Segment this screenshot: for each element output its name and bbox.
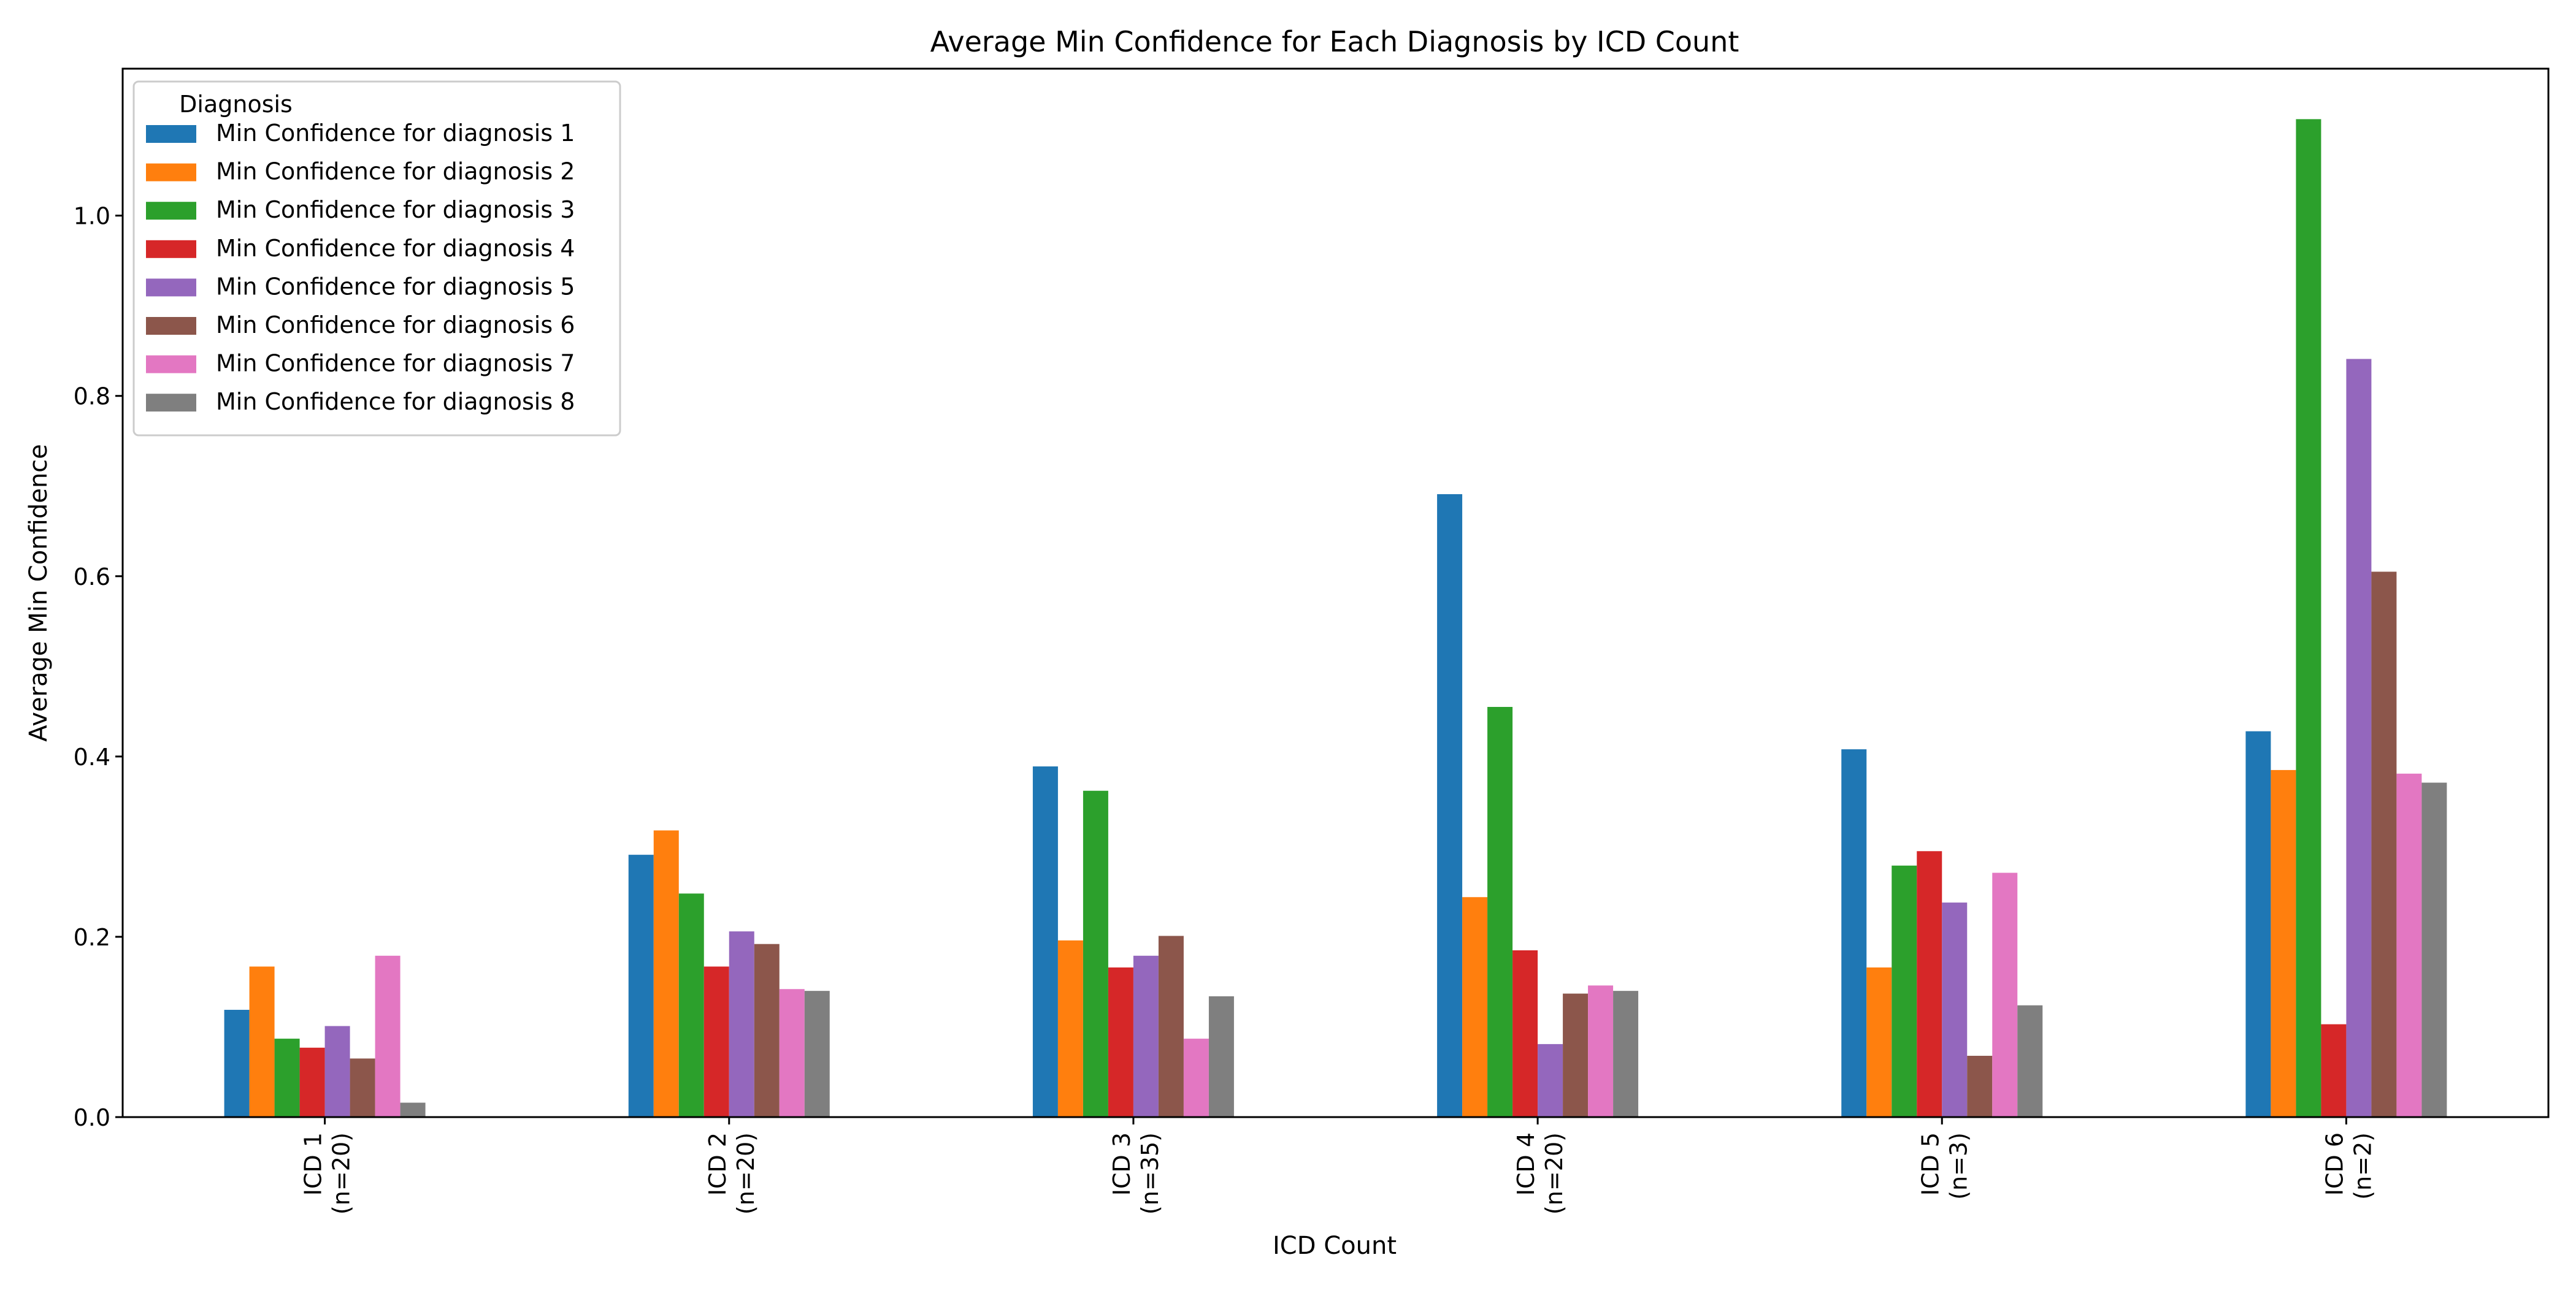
legend-swatch-2 xyxy=(146,163,196,181)
legend-swatch-5 xyxy=(146,278,196,297)
legend-box xyxy=(132,80,621,437)
bar-s7-c4 xyxy=(1588,985,1614,1117)
bar-s4-c5 xyxy=(1917,851,1942,1117)
bar-s8-c1 xyxy=(400,1102,426,1117)
bar-s6-c5 xyxy=(1967,1056,1993,1117)
x-tick-label-line: ICD 2 xyxy=(704,1132,731,1196)
legend-label-3: Min Confidence for diagnosis 3 xyxy=(216,196,575,223)
plot-frame xyxy=(121,67,2550,1118)
legend-swatch-1 xyxy=(146,125,196,143)
x-tick-label: ICD 2(n=20) xyxy=(704,1132,759,1215)
bar-s1-c4 xyxy=(1437,494,1463,1117)
bar-s6-c4 xyxy=(1563,993,1589,1117)
bar-s5-c4 xyxy=(1538,1044,1563,1117)
y-tick-label: 0.8 xyxy=(74,383,110,410)
x-tick-label: ICD 5(n=3) xyxy=(1917,1132,1972,1200)
bar-s7-c2 xyxy=(779,989,805,1117)
legend-label-8: Min Confidence for diagnosis 8 xyxy=(216,388,575,415)
x-tick-label-line: ICD 1 xyxy=(300,1132,327,1196)
bar-s4-c3 xyxy=(1108,967,1133,1117)
legend-label-6: Min Confidence for diagnosis 6 xyxy=(216,311,575,338)
chart-title: Average Min Confidence for Each Diagnosi… xyxy=(930,25,1739,58)
bar-s7-c6 xyxy=(2396,773,2422,1117)
bar-s8-c6 xyxy=(2421,782,2447,1117)
legend-swatch-7 xyxy=(146,355,196,373)
x-tick-label-line: (n=20) xyxy=(1541,1132,1568,1215)
bar-s5-c5 xyxy=(1942,903,1968,1117)
y-tick-label: 0.6 xyxy=(74,563,110,590)
x-tick-label: ICD 4(n=20) xyxy=(1512,1132,1568,1215)
bar-s8-c4 xyxy=(1613,991,1639,1117)
legend-label-1: Min Confidence for diagnosis 1 xyxy=(216,120,575,147)
bar-s1-c1 xyxy=(224,1010,250,1117)
x-tick-label-line: ICD 5 xyxy=(1917,1132,1944,1196)
bar-s4-c1 xyxy=(299,1047,325,1117)
y-tick-label: 0.4 xyxy=(74,744,110,771)
bar-s6-c6 xyxy=(2371,571,2397,1117)
y-axis-label: Average Min Confidence xyxy=(25,444,53,742)
x-tick-label: ICD 6(n=2) xyxy=(2321,1132,2376,1200)
bar-s8-c2 xyxy=(804,991,830,1117)
legend-swatch-4 xyxy=(146,240,196,258)
x-tick-label-line: (n=3) xyxy=(1945,1132,1972,1200)
y-tick-label: 0.0 xyxy=(74,1104,110,1131)
bar-s4-c4 xyxy=(1512,950,1538,1117)
bar-s2-c5 xyxy=(1866,967,1892,1117)
bar-s5-c2 xyxy=(729,931,754,1117)
bar-s2-c1 xyxy=(249,966,275,1117)
bar-s2-c6 xyxy=(2271,769,2296,1117)
bar-s3-c5 xyxy=(1892,865,1917,1117)
bar-s3-c6 xyxy=(2296,119,2321,1118)
bar-s3-c4 xyxy=(1487,706,1513,1117)
legend-swatch-8 xyxy=(146,394,196,412)
bar-s8-c5 xyxy=(2017,1005,2043,1117)
bar-s5-c3 xyxy=(1133,955,1159,1117)
legend-swatch-6 xyxy=(146,317,196,335)
bar-s7-c1 xyxy=(375,955,401,1117)
bar-s1-c3 xyxy=(1032,766,1058,1117)
bar-s5-c6 xyxy=(2346,359,2372,1117)
bar-s4-c6 xyxy=(2321,1024,2347,1117)
bar-s1-c5 xyxy=(1841,749,1867,1117)
x-tick-label-line: ICD 6 xyxy=(2321,1132,2348,1196)
bar-s1-c6 xyxy=(2245,731,2271,1117)
bar-s6-c2 xyxy=(754,944,780,1117)
x-tick-label: ICD 3(n=35) xyxy=(1108,1132,1163,1215)
bars-layer xyxy=(224,119,2447,1118)
bar-s8-c3 xyxy=(1208,996,1234,1117)
x-axis-label: ICD Count xyxy=(1273,1232,1397,1260)
bar-s2-c2 xyxy=(653,830,679,1117)
bar-s2-c3 xyxy=(1057,940,1083,1117)
bar-s4-c2 xyxy=(703,966,729,1117)
bar-s5-c1 xyxy=(324,1026,350,1117)
x-tick-label-line: ICD 4 xyxy=(1512,1132,1539,1196)
bar-s3-c2 xyxy=(678,893,704,1117)
legend-title: Diagnosis xyxy=(179,91,293,118)
y-tick-label: 0.2 xyxy=(74,924,110,951)
x-tick-label-line: (n=35) xyxy=(1137,1132,1163,1215)
bar-s3-c3 xyxy=(1083,790,1108,1117)
x-tick-label-line: (n=20) xyxy=(732,1132,759,1215)
bar-s7-c3 xyxy=(1183,1039,1209,1117)
bar-s3-c1 xyxy=(274,1039,300,1117)
x-tick-label: ICD 1(n=20) xyxy=(300,1132,355,1215)
legend-swatch-3 xyxy=(146,202,196,220)
legend-label-5: Min Confidence for diagnosis 5 xyxy=(216,273,575,300)
legend-label-2: Min Confidence for diagnosis 2 xyxy=(216,158,575,185)
legend-label-7: Min Confidence for diagnosis 7 xyxy=(216,350,575,377)
x-tick-label-line: ICD 3 xyxy=(1108,1132,1135,1196)
bar-s6-c1 xyxy=(350,1058,375,1117)
bar-s6-c3 xyxy=(1158,936,1184,1117)
y-tick-label: 1.0 xyxy=(74,203,110,230)
x-tick-label-line: (n=2) xyxy=(2349,1132,2376,1200)
x-tick-label-line: (n=20) xyxy=(328,1132,355,1215)
legend-label-4: Min Confidence for diagnosis 4 xyxy=(216,235,575,262)
bar-s2-c4 xyxy=(1462,897,1488,1117)
bar-s1-c2 xyxy=(628,855,654,1117)
bar-s7-c5 xyxy=(1992,872,2018,1117)
